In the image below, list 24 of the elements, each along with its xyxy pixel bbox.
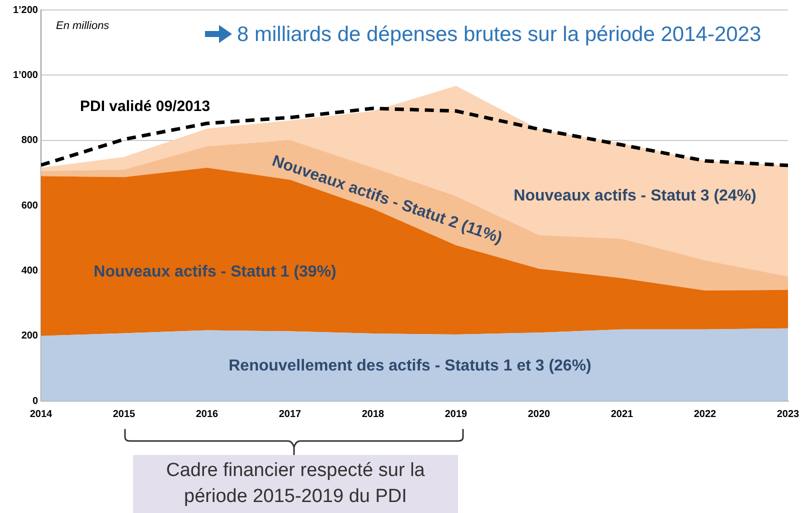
series-label: PDI validé 09/2013 bbox=[80, 98, 210, 116]
series-label: Nouveaux actifs - Statut 1 (39%) bbox=[94, 263, 336, 280]
x-tick-label: 2021 bbox=[610, 408, 634, 420]
x-tick-label: 2016 bbox=[196, 408, 219, 420]
x-tick-label: 2020 bbox=[528, 408, 551, 420]
series-label: Nouveaux actifs - Statut 3 (24%) bbox=[514, 187, 756, 204]
series-label: Renouvellement des actifs - Statuts 1 et 3 (26%) bbox=[228, 357, 592, 374]
x-tick-label: 2019 bbox=[444, 408, 468, 420]
y-tick-label: 200 bbox=[21, 330, 38, 342]
x-tick-label: 2015 bbox=[112, 408, 136, 420]
y-tick-label: 0 bbox=[32, 396, 38, 407]
y-tick-label: 1’000 bbox=[12, 70, 38, 81]
y-tick-label: 600 bbox=[21, 200, 38, 212]
x-tick-label: 2017 bbox=[278, 408, 302, 420]
y-axis-title: En millions bbox=[56, 20, 110, 32]
y-tick-label: 400 bbox=[21, 265, 38, 276]
y-tick-label: 1’200 bbox=[12, 4, 38, 16]
text: 8 milliards de dépenses brutes sur la période 2014-2023 bbox=[237, 22, 762, 46]
x-tick-label: 2023 bbox=[776, 408, 800, 420]
x-tick-label: 2014 bbox=[30, 408, 53, 420]
y-tick-label: 800 bbox=[21, 135, 38, 146]
x-tick-label: 2022 bbox=[694, 408, 717, 420]
x-tick-label: 2018 bbox=[362, 408, 385, 420]
text: Cadre financier respecté sur la période 2015-2019 du PDI bbox=[133, 455, 458, 513]
